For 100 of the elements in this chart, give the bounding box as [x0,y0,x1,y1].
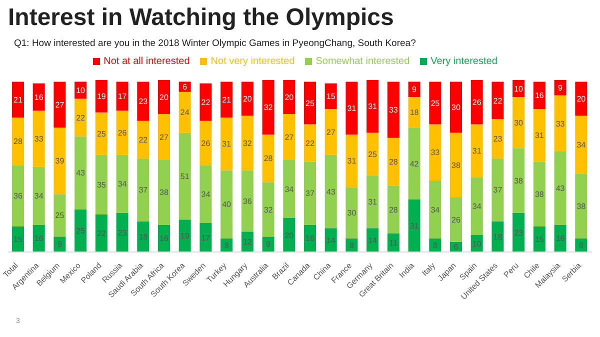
data-label: 22 [76,113,86,122]
data-label: 31 [368,198,378,207]
bar [554,152,566,225]
data-label: 34 [472,202,482,211]
data-label: 17 [201,233,211,242]
bar [429,124,442,180]
data-label: 20 [284,230,294,240]
bar [116,82,128,111]
bar [575,116,588,174]
data-label: 32 [264,205,274,214]
bar [220,82,233,118]
data-label: 37 [138,186,148,195]
data-label: 38 [534,190,544,199]
data-label: 23 [493,134,503,144]
data-label: 26 [118,128,128,138]
data-label: 8 [578,241,584,250]
bar [533,82,546,109]
bar [283,80,296,114]
data-label: 23 [514,228,524,238]
bar [346,134,358,188]
bar [283,218,296,252]
bar [492,82,504,120]
data-label: 25 [55,211,65,220]
bar [324,83,337,109]
data-label: 9 [57,240,62,250]
bar [137,120,150,158]
data-label: 20 [242,94,252,104]
bar [95,154,108,215]
data-label: 28 [388,205,398,214]
bar [200,165,212,224]
data-label: 22 [96,229,106,238]
bar [387,138,400,186]
bar [387,186,400,234]
data-label: 40 [222,200,232,210]
bar [200,120,212,166]
data-label: 26 [452,215,461,224]
bar [137,158,150,222]
bar [512,97,525,148]
data-label: 25 [76,226,86,236]
data-label: 30 [514,118,524,128]
bar [74,98,87,136]
data-label: 34 [201,190,211,199]
bar [470,80,483,124]
bar [492,158,504,222]
data-label: 31 [222,140,232,149]
data-label: 9 [412,85,418,94]
data-label: 36 [242,196,252,206]
bar [450,198,462,242]
data-label: 19 [180,232,190,241]
data-label: 28 [388,158,398,167]
bar [492,119,504,158]
bar [429,180,442,238]
data-label: 42 [410,159,420,168]
data-label: 35 [96,180,106,190]
bar [12,165,24,226]
data-label: 30 [452,103,461,112]
data-label: 10 [76,86,86,96]
bar [116,212,128,252]
bar [346,187,358,238]
bar [116,110,128,155]
data-label: 22 [201,98,211,107]
data-label: 23 [138,97,148,106]
bar [554,80,566,96]
data-label: 22 [138,135,148,144]
data-label: 19 [96,92,106,102]
bar [137,221,150,252]
data-label: 34 [118,180,128,189]
data-label: 20 [284,92,294,102]
data-label: 34 [430,205,440,214]
data-label: 37 [306,189,315,198]
bar [408,97,420,128]
bar [533,162,546,226]
bar [178,220,191,252]
data-label: 37 [493,186,503,195]
data-label: 16 [160,234,169,244]
bar [116,154,128,213]
legend-label: Not at all interested [104,56,190,67]
data-label: 21 [14,95,23,104]
legend-label: Somewhat interested [316,56,410,67]
data-label: 16 [306,234,315,244]
data-label: 21 [222,95,232,104]
data-label: 24 [180,108,190,118]
bar [346,82,358,134]
bar [12,117,24,166]
data-label: 34 [284,184,294,194]
data-label: 31 [347,156,357,166]
data-label: 16 [534,91,544,100]
data-label: 25 [96,129,106,138]
bar [304,162,316,225]
data-label: 10 [472,239,482,248]
bar [95,112,108,155]
bar [95,214,108,252]
data-label: 33 [556,119,566,128]
bar [512,148,525,213]
data-label: 38 [452,160,461,170]
data-label: 11 [389,238,398,248]
data-label: 9 [266,240,272,250]
data-label: 43 [76,168,86,178]
data-label: 43 [556,184,566,193]
data-label: 27 [55,100,65,110]
